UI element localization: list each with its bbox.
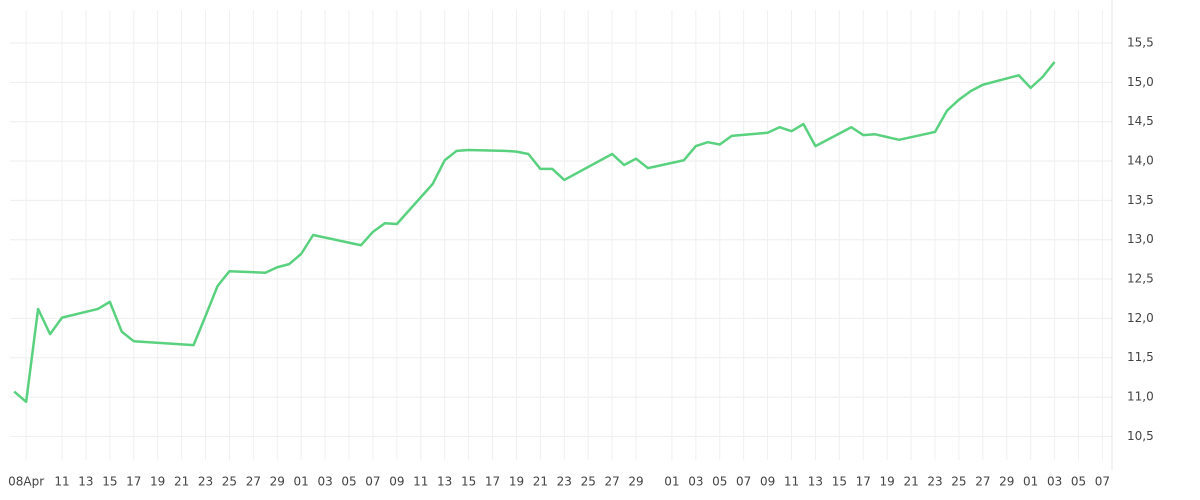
x-tick-label: 19: [509, 475, 524, 489]
y-tick-label: 14,5: [1127, 114, 1154, 128]
x-tick-label: 01: [664, 475, 679, 489]
line-series: [13, 61, 1056, 404]
x-tick-label: 23: [927, 475, 942, 489]
x-tick-label: 01: [1023, 475, 1038, 489]
x-tick-label: 01: [294, 475, 309, 489]
x-tick-label: 25: [951, 475, 966, 489]
y-tick-label: 15,5: [1127, 36, 1154, 50]
x-tick-label: 05: [712, 475, 727, 489]
y-tick-label: 12,0: [1127, 311, 1154, 325]
x-tick-label: 21: [533, 475, 548, 489]
x-tick-label: 13: [78, 475, 93, 489]
x-tick-label: 21: [174, 475, 189, 489]
x-tick-label: 13: [437, 475, 452, 489]
x-tick-label: 17: [856, 475, 871, 489]
x-tick-label: 05: [341, 475, 356, 489]
x-tick-label: 11: [413, 475, 428, 489]
x-tick-label: 08Apr: [8, 475, 44, 489]
x-tick-label: 09: [389, 475, 404, 489]
y-tick-label: 11,0: [1127, 390, 1154, 404]
x-tick-label: 27: [604, 475, 619, 489]
x-tick-label: 19: [880, 475, 895, 489]
x-tick-label: 09: [760, 475, 775, 489]
x-tick-label: 27: [246, 475, 261, 489]
x-tick-label: 05: [1071, 475, 1086, 489]
x-tick-label: 29: [999, 475, 1014, 489]
x-tick-label: 07: [1095, 475, 1110, 489]
y-tick-label: 13,0: [1127, 232, 1154, 246]
x-tick-label: 07: [365, 475, 380, 489]
x-tick-label: 07: [736, 475, 751, 489]
x-tick-label: 29: [270, 475, 285, 489]
x-tick-label: 13: [808, 475, 823, 489]
x-tick-label: 15: [102, 475, 117, 489]
x-tick-label: 23: [557, 475, 572, 489]
x-tick-label: 27: [975, 475, 990, 489]
x-tick-label: 11: [54, 475, 69, 489]
x-tick-label: 03: [688, 475, 703, 489]
x-tick-label: 03: [1047, 475, 1062, 489]
y-tick-label: 13,5: [1127, 193, 1154, 207]
x-tick-label: 17: [126, 475, 141, 489]
x-tick-label: 23: [198, 475, 213, 489]
y-tick-label: 15,0: [1127, 75, 1154, 89]
x-tick-label: 15: [461, 475, 476, 489]
y-tick-label: 14,0: [1127, 154, 1154, 168]
x-tick-label: 03: [317, 475, 332, 489]
y-tick-label: 11,5: [1127, 350, 1154, 364]
x-tick-label: 25: [581, 475, 596, 489]
x-tick-label: 19: [150, 475, 165, 489]
x-tick-label: 29: [628, 475, 643, 489]
y-tick-label: 10,5: [1127, 429, 1154, 443]
x-tick-label: 15: [832, 475, 847, 489]
x-tick-label: 25: [222, 475, 237, 489]
y-tick-label: 12,5: [1127, 272, 1154, 286]
x-tick-label: 21: [903, 475, 918, 489]
x-tick-label: 17: [485, 475, 500, 489]
x-tick-label: 11: [784, 475, 799, 489]
